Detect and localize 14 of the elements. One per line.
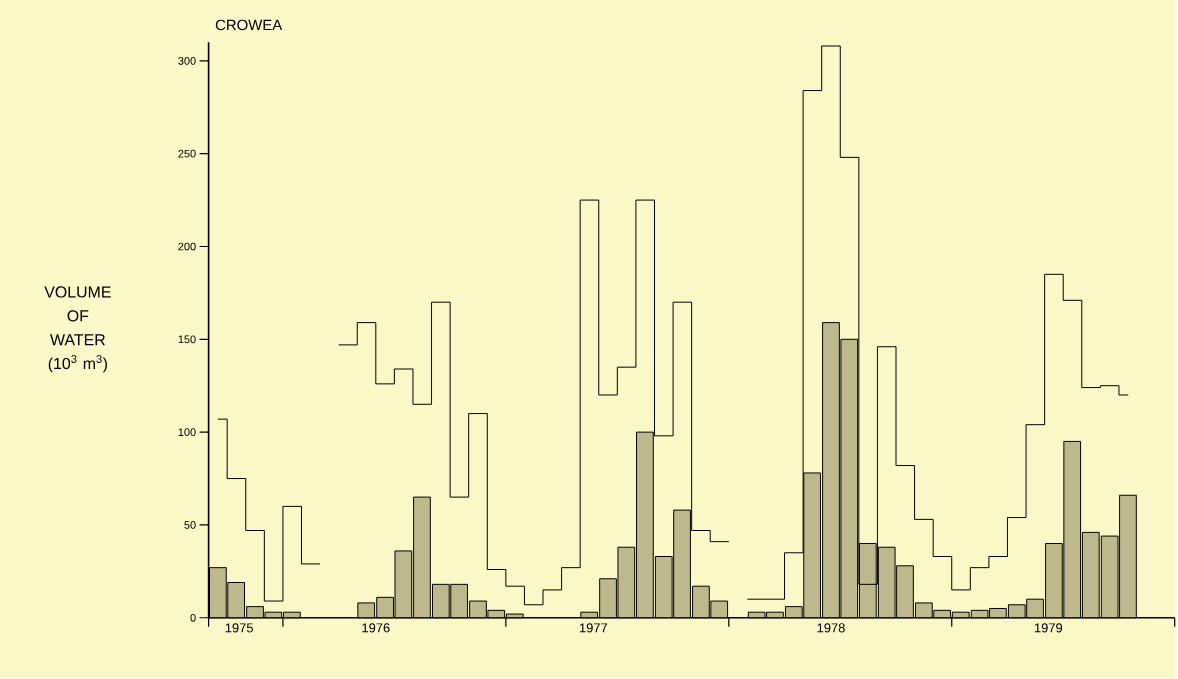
y-tick-label: 300 <box>178 57 196 65</box>
y-tick-label: 250 <box>178 149 196 158</box>
chart-title: CROWEA <box>215 19 283 31</box>
y-tick-label: 150 <box>178 335 196 344</box>
y-tick-label: 100 <box>178 428 196 437</box>
y-tick-label: 0 <box>190 614 196 622</box>
y-tick-label: 200 <box>178 242 196 251</box>
y-tick-label: 50 <box>184 521 196 529</box>
x-tick-label: 1977 <box>579 623 608 633</box>
x-tick-label: 1978 <box>817 623 845 633</box>
y-axis-title: VOLUME OF WATER (10$^{3}$ m$^{3}$) <box>44 286 111 373</box>
x-tick-label: 1976 <box>362 623 390 633</box>
x-tick-label: 1979 <box>1034 623 1063 633</box>
x-tick-label: 1975 <box>225 623 253 633</box>
